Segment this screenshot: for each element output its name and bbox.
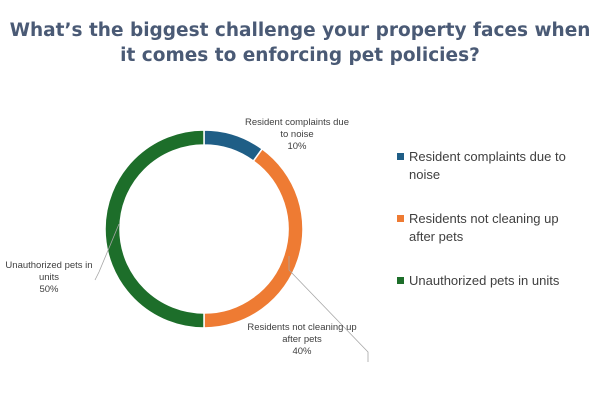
donut-slice-cleaning bbox=[203, 147, 304, 329]
donut-slice-noise bbox=[203, 129, 264, 163]
data-label-noise-line-1: Resident complaints due bbox=[245, 117, 349, 128]
chart-title-line-2: it comes to enforcing pet policies? bbox=[120, 45, 480, 66]
data-label-cleaning-line-1: Residents not cleaning up bbox=[247, 322, 356, 333]
data-label-noise-line-3: 10% bbox=[287, 141, 307, 152]
leader-line-unauthorized bbox=[94, 223, 120, 281]
leader-line-cleaning bbox=[288, 256, 369, 362]
data-label-cleaning: Residents not cleaning up after pets 40% bbox=[247, 322, 356, 357]
donut-slices bbox=[104, 129, 304, 329]
legend-label-cleaning-line-2: after pets bbox=[409, 229, 464, 244]
data-label-noise-line-2: to noise bbox=[280, 129, 313, 140]
legend-label-noise: Resident complaints due to noise bbox=[409, 148, 589, 184]
legend-label-cleaning-line-1: Residents not cleaning up bbox=[409, 211, 559, 226]
legend-label-noise-line-1: Resident complaints due to bbox=[409, 149, 566, 164]
donut-slice-unauthorized bbox=[104, 129, 205, 329]
data-label-cleaning-line-2: after pets bbox=[282, 334, 322, 345]
legend-swatch-noise bbox=[397, 153, 404, 160]
legend-swatch-cleaning bbox=[397, 215, 404, 222]
legend-label-unauthorized-line-1: Unauthorized pets in units bbox=[409, 273, 560, 288]
chart-title: What’s the biggest challenge your proper… bbox=[0, 18, 600, 68]
data-label-cleaning-line-3: 40% bbox=[292, 346, 312, 357]
data-label-unauthorized-line-1: Unauthorized pets in bbox=[5, 260, 92, 271]
chart-title-line-1: What’s the biggest challenge your proper… bbox=[9, 20, 591, 41]
data-label-unauthorized-line-3: 50% bbox=[39, 284, 59, 295]
data-label-unauthorized: Unauthorized pets in units 50% bbox=[5, 260, 92, 295]
legend-label-noise-line-2: noise bbox=[409, 167, 441, 182]
data-label-unauthorized-line-2: units bbox=[39, 272, 59, 283]
legend-label-cleaning: Residents not cleaning up after pets bbox=[409, 210, 589, 246]
data-labels: Resident complaints due to noise 10%Reside… bbox=[5, 117, 356, 357]
data-label-noise: Resident complaints due to noise 10% bbox=[245, 117, 349, 152]
legend-swatch-unauthorized bbox=[397, 277, 404, 284]
leader-lines bbox=[94, 223, 369, 362]
legend-label-unauthorized: Unauthorized pets in units bbox=[409, 272, 589, 290]
